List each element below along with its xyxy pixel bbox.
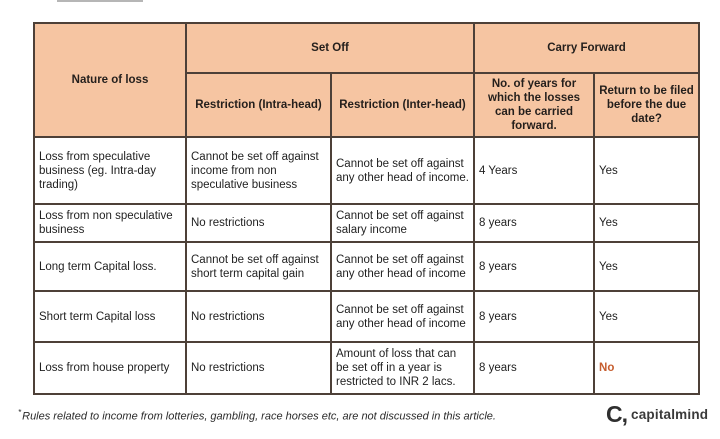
footnote: *Rules related to income from lotteries,…: [18, 406, 578, 424]
table-row: Loss from house property No restrictions…: [33, 341, 701, 395]
cell-return-filed: Yes: [593, 203, 701, 243]
cell-inter-restriction: Cannot be set off against salary income: [329, 203, 476, 243]
header-restriction-intra-head: Restriction (Intra-head): [185, 72, 332, 138]
cell-inter-restriction: Cannot be set off against any other head…: [329, 136, 476, 205]
cell-nature: Loss from house property: [33, 341, 187, 395]
cell-intra-restriction: Cannot be set off against income from no…: [185, 136, 332, 205]
cell-intra-restriction: No restrictions: [185, 341, 332, 395]
cell-return-filed-no: No: [593, 341, 701, 395]
footnote-asterisk: *: [18, 408, 22, 417]
loss-setoff-table: Nature of loss Set Off Carry Forward Res…: [33, 22, 701, 395]
header-carry-forward: Carry Forward: [473, 22, 701, 74]
cell-carry-years: 4 Years: [473, 136, 596, 205]
cell-carry-years: 8 years: [473, 290, 596, 343]
cell-intra-restriction: No restrictions: [185, 290, 332, 343]
cell-return-filed: Yes: [593, 136, 701, 205]
header-carry-forward-years: No. of years for which the losses can be…: [473, 72, 596, 138]
cell-carry-years: 8 years: [473, 203, 596, 243]
table-row: Long term Capital loss. Cannot be set of…: [33, 241, 701, 292]
cell-carry-years: 8 years: [473, 341, 596, 395]
cell-intra-restriction: Cannot be set off against short term cap…: [185, 241, 332, 292]
cell-nature: Short term Capital loss: [33, 290, 187, 343]
cell-return-filed: Yes: [593, 241, 701, 292]
cell-nature: Loss from speculative business (eg. Intr…: [33, 136, 187, 205]
footnote-text: Rules related to income from lotteries, …: [22, 410, 496, 423]
capitalmind-logo-text: capitalmind: [631, 406, 709, 422]
header-nature-of-loss: Nature of loss: [33, 22, 187, 138]
cell-inter-restriction: Cannot be set off against any other head…: [329, 241, 476, 292]
table-row: Loss from non speculative business No re…: [33, 203, 701, 243]
cell-inter-restriction: Amount of loss that can be set off in a …: [329, 341, 476, 395]
cell-carry-years: 8 years: [473, 241, 596, 292]
cell-intra-restriction: No restrictions: [185, 203, 332, 243]
header-row-groups: Nature of loss Set Off Carry Forward: [33, 22, 701, 138]
header-row-subcolumns: Restriction (Intra-head) Restriction (In…: [34, 72, 701, 138]
crop-artifact-line: [57, 0, 143, 2]
header-restriction-inter-head: Restriction (Inter-head): [329, 72, 476, 138]
cell-nature: Loss from non speculative business: [33, 203, 187, 243]
header-set-off: Set Off: [184, 22, 476, 74]
capitalmind-logo-mark-icon: C,: [606, 400, 628, 427]
cell-inter-restriction: Cannot be set off against any other head…: [329, 290, 476, 343]
cell-return-filed: Yes: [593, 290, 701, 343]
capitalmind-logo: C, capitalmind: [606, 400, 708, 428]
table-row: Short term Capital loss No restrictions …: [33, 290, 701, 343]
table-row: Loss from speculative business (eg. Intr…: [33, 136, 701, 205]
cell-nature: Long term Capital loss.: [33, 241, 187, 292]
header-return-filed: Return to be filed before the due date?: [593, 72, 701, 138]
